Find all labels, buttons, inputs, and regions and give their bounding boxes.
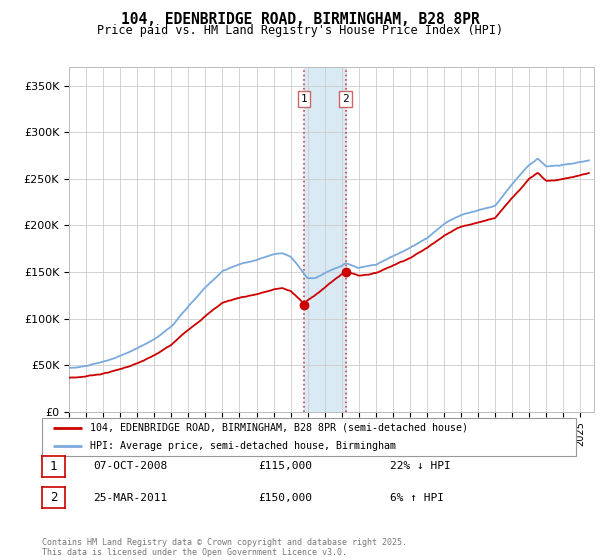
Bar — [304, 67, 346, 412]
Text: 104, EDENBRIDGE ROAD, BIRMINGHAM, B28 8PR (semi-detached house): 104, EDENBRIDGE ROAD, BIRMINGHAM, B28 8P… — [90, 423, 468, 433]
Text: 2: 2 — [50, 491, 57, 505]
Text: HPI: Average price, semi-detached house, Birmingham: HPI: Average price, semi-detached house,… — [90, 441, 396, 451]
Text: 1: 1 — [301, 94, 307, 104]
Text: 1: 1 — [50, 460, 57, 473]
Text: £150,000: £150,000 — [258, 493, 312, 503]
Text: £115,000: £115,000 — [258, 461, 312, 472]
Text: Contains HM Land Registry data © Crown copyright and database right 2025.
This d: Contains HM Land Registry data © Crown c… — [42, 538, 407, 557]
Text: 25-MAR-2011: 25-MAR-2011 — [93, 493, 167, 503]
Text: Price paid vs. HM Land Registry's House Price Index (HPI): Price paid vs. HM Land Registry's House … — [97, 24, 503, 37]
Text: 22% ↓ HPI: 22% ↓ HPI — [390, 461, 451, 472]
Text: 6% ↑ HPI: 6% ↑ HPI — [390, 493, 444, 503]
Text: 104, EDENBRIDGE ROAD, BIRMINGHAM, B28 8PR: 104, EDENBRIDGE ROAD, BIRMINGHAM, B28 8P… — [121, 12, 479, 27]
Text: 2: 2 — [342, 94, 349, 104]
Text: 07-OCT-2008: 07-OCT-2008 — [93, 461, 167, 472]
